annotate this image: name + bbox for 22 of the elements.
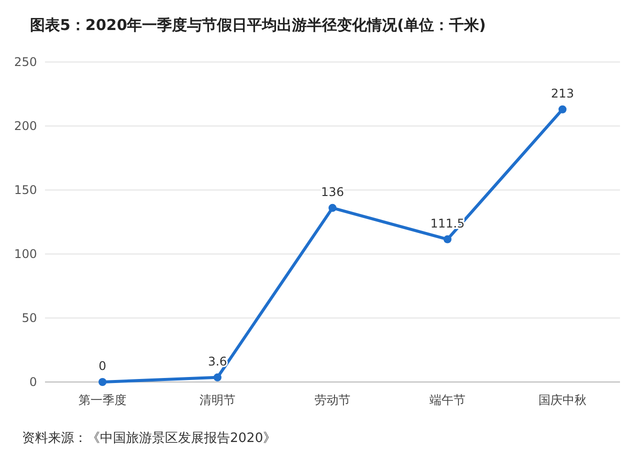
x-tick-label: 国庆中秋 [538,393,586,407]
y-tick-label: 200 [14,119,37,133]
x-tick-label: 第一季度 [78,393,126,407]
x-tick-label: 清明节 [200,393,236,407]
point [214,373,222,382]
data-label: 136 [321,184,344,199]
point [98,378,106,386]
point [328,204,336,212]
x-tick-label: 端午节 [430,393,466,407]
x-tick-label: 劳动节 [314,393,350,407]
y-tick-label: 50 [22,311,37,325]
y-tick-label: 0 [29,375,37,389]
text: 资料来源：《中国旅游景区发展报告2020》 [22,431,276,446]
y-tick-label: 100 [14,247,37,261]
y-tick-label: 150 [14,183,37,197]
data-label: 3.6 [208,354,228,368]
chart-title: 图表5：2020年一季度与节假日平均出游半径变化情况(单位：千米) [30,16,486,34]
point [444,235,452,244]
y-tick-label: 250 [14,55,37,69]
data-label: 213 [551,86,574,100]
data-label: 0 [98,359,106,373]
point [558,105,566,114]
